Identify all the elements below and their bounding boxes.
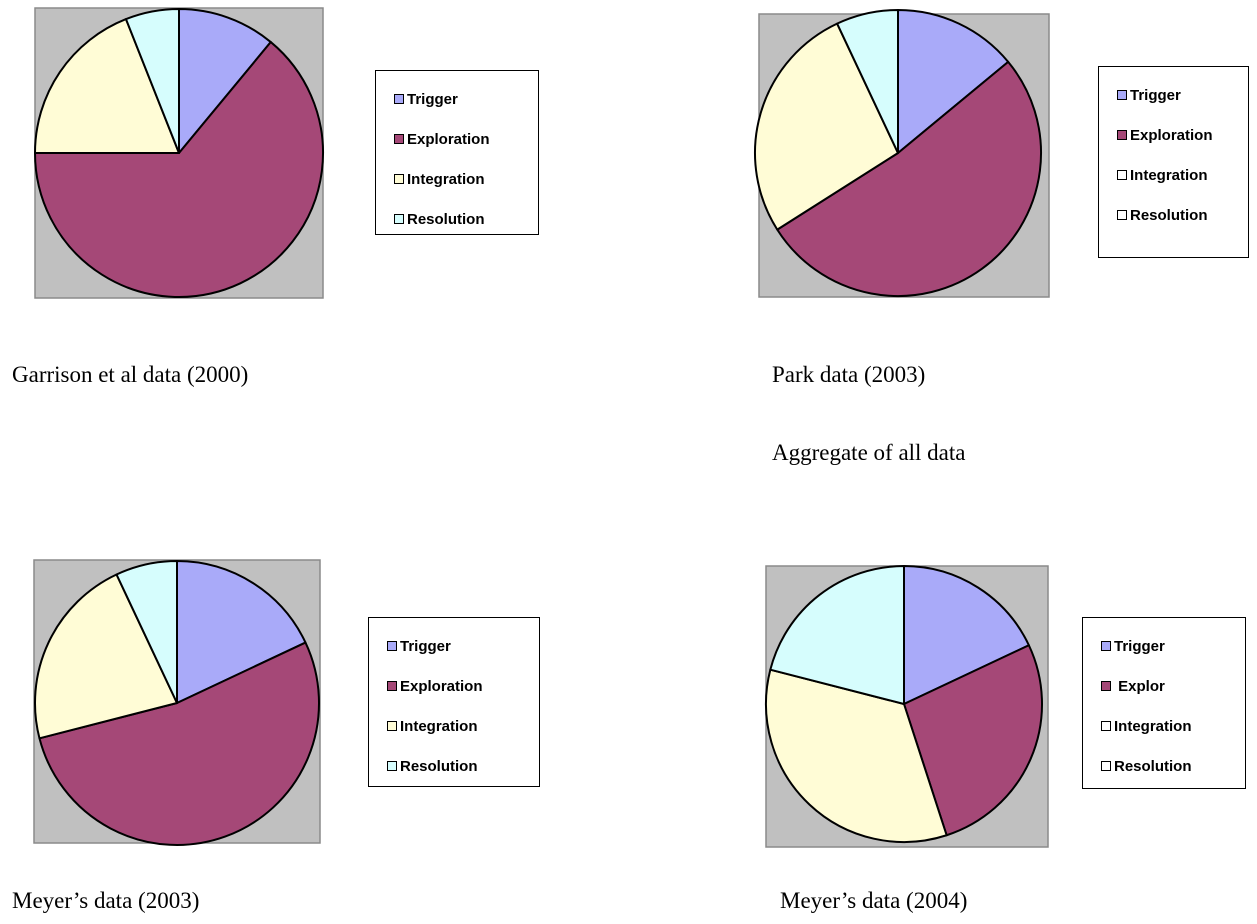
legend-item-trigger: Trigger [1101,626,1245,666]
pie-slice-resolution [769,565,905,705]
legend-item-exploration: Exploration [394,119,538,159]
legend-swatch [394,134,404,144]
legend-swatch [387,681,397,691]
legend-label: Resolution [407,210,485,228]
pie-slice-exploration [38,641,320,846]
legend-item-resolution: Resolution [394,199,538,239]
legend-item-resolution: Resolution [1117,195,1248,235]
legend-item-exploration: Exploration [387,666,539,706]
legend-swatch [1117,210,1127,220]
legend-item-integration: Integration [387,706,539,746]
caption-garrison: Garrison et al data (2000) [12,362,249,387]
pie-slice-trigger [178,8,272,154]
legend-swatch [1117,170,1127,180]
legend-swatch [1101,641,1111,651]
legend-meyer-2003: Trigger Exploration Integration Resolution [368,617,540,787]
legend-swatch [1101,681,1111,691]
legend-swatch [387,761,397,771]
legend-label: Integration [400,717,478,735]
pie-chart-meyer-2003 [33,559,321,846]
legend-label: Resolution [400,757,478,775]
caption-meyer-2004: Meyer’s data (2004) [780,888,968,913]
legend-item-trigger: Trigger [1117,75,1248,115]
legend-park: Trigger Exploration Integration Resolution [1098,66,1249,258]
pie-slice-resolution [124,8,180,154]
legend-label: Trigger [400,637,451,655]
legend-label: Integration [407,170,485,188]
pie-chart-garrison [34,7,324,299]
legend-swatch [1101,721,1111,731]
pie-slice-integration [754,22,899,231]
legend-swatch [1117,90,1127,100]
legend-swatch [394,214,404,224]
legend-item-trigger: Trigger [387,626,539,666]
legend-label: Exploration [400,677,483,695]
legend-label: Resolution [1114,757,1192,775]
legend-swatch [387,721,397,731]
caption-meyer-2003: Meyer’s data (2003) [12,888,200,913]
pie-slice-exploration [34,41,324,298]
legend-label: Resolution [1130,206,1208,224]
legend-label: Integration [1114,717,1192,735]
legend-swatch [1117,130,1127,140]
pie-slice-integration [34,573,178,740]
legend-label: Trigger [407,90,458,108]
legend-item-integration: Integration [1101,706,1245,746]
legend-swatch [387,641,397,651]
legend-item-resolution: Resolution [1101,746,1245,786]
legend-swatch [394,94,404,104]
pie-slice-exploration [776,60,1043,297]
pie-chart-meyer-2004 [765,565,1049,848]
legend-item-explor: Explor [1101,666,1245,706]
legend-label: Exploration [407,130,490,148]
pie-slice-trigger [897,9,1010,154]
legend-garrison: Trigger Exploration Integration Resolution [375,70,539,235]
legend-label: Integration [1130,166,1208,184]
caption-aggregate: Aggregate of all data [772,440,966,465]
pie-slice-resolution [836,9,899,154]
pie-slice-resolution [115,560,178,704]
pie-slice-trigger [176,560,307,704]
pie-slice-trigger [903,565,1030,705]
legend-label: Trigger [1130,86,1181,104]
legend-label: Trigger [1114,637,1165,655]
legend-swatch [394,174,404,184]
pie-chart-park [754,9,1050,298]
legend-swatch [1101,761,1111,771]
legend-meyer-2004: Trigger Explor Integration Resolution [1082,617,1246,789]
pie-slice-integration [765,668,948,843]
legend-item-exploration: Exploration [1117,115,1248,155]
legend-item-trigger: Trigger [394,79,538,119]
legend-item-integration: Integration [1117,155,1248,195]
pie-slice-integration [34,18,180,154]
legend-label: Exploration [1130,126,1213,144]
caption-park: Park data (2003) [772,362,926,387]
legend-label: Explor [1114,677,1165,695]
legend-item-integration: Integration [394,159,538,199]
legend-item-resolution: Resolution [387,746,539,786]
pie-slice-explor [903,644,1043,837]
